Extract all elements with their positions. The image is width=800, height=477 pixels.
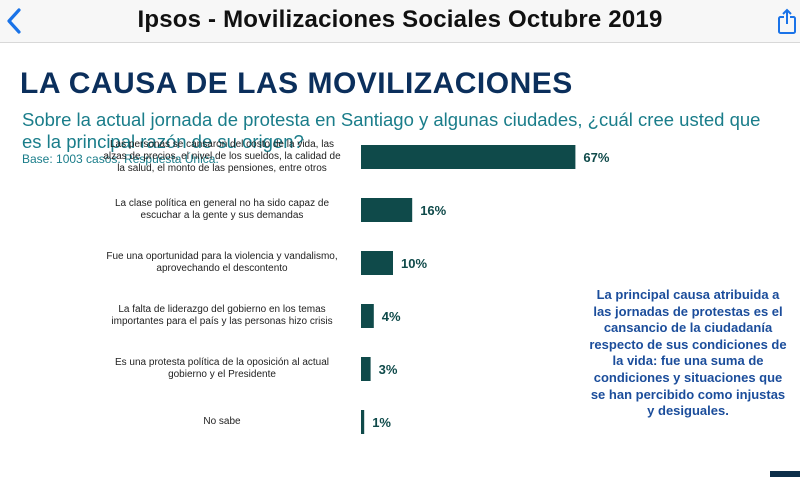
value-label-1: 67% xyxy=(583,150,609,165)
category-label-5: Es una protesta política de la oposición… xyxy=(88,357,356,381)
category-label-2: La clase política en general no ha sido … xyxy=(88,198,356,222)
nav-bar: Ipsos - Movilizaciones Sociales Octubre … xyxy=(0,0,800,43)
value-label-6: 1% xyxy=(372,415,391,430)
value-label-4: 4% xyxy=(382,309,401,324)
bar-3 xyxy=(361,251,393,275)
corner-mark xyxy=(770,471,800,477)
bar-2 xyxy=(361,198,413,222)
category-label-line: importantes para el país y las personas … xyxy=(111,316,333,327)
category-label-line: Es una protesta política de la oposición… xyxy=(114,357,330,368)
bar-chart: 67% 16% 10% 4% 3% 1% Las personas se cansaron… xyxy=(0,43,800,477)
callout-text: La principal causa atribuida a las jorna… xyxy=(589,287,787,419)
slide: LA CAUSA DE LAS MOVILIZACIONES Sobre la … xyxy=(0,43,800,477)
bar-6 xyxy=(361,410,365,434)
category-label-6: No sabe xyxy=(88,416,356,428)
value-label-3: 10% xyxy=(401,256,427,271)
nav-title: Ipsos - Movilizaciones Sociales Octubre … xyxy=(137,6,663,33)
bar-1 xyxy=(361,145,576,169)
category-label-line: alzas de precios, el nivel de los sueldo… xyxy=(103,151,341,162)
value-label-5: 3% xyxy=(379,362,398,377)
category-label-line: La clase política en general no ha sido … xyxy=(114,198,330,209)
bar-4 xyxy=(361,304,374,328)
category-label-line: Las personas se cansaron del costo de la… xyxy=(109,139,335,150)
chevron-left-icon[interactable] xyxy=(4,6,24,36)
category-label-line: escuchar a la gente y sus demandas xyxy=(140,210,304,221)
category-label-line: No sabe xyxy=(203,416,241,427)
category-label-3: Fue una oportunidad para la violencia y … xyxy=(88,251,356,275)
slide-title: LA CAUSA DE LAS MOVILIZACIONES xyxy=(20,67,573,100)
share-icon[interactable] xyxy=(776,7,798,35)
category-label-line: Fue una oportunidad para la violencia y … xyxy=(106,251,338,262)
bar-5 xyxy=(361,357,371,381)
category-label-line: gobierno y el Presidente xyxy=(168,369,276,380)
category-label-1: Las personas se cansaron del costo de la… xyxy=(88,139,356,175)
category-label-line: aprovechando el descontento xyxy=(156,263,288,274)
category-label-line: La falta de liderazgo del gobierno en lo… xyxy=(118,304,326,315)
survey-question: Sobre la actual jornada de protesta en S… xyxy=(22,109,761,152)
bar-chart-svg: 67% 16% 10% 4% 3% 1% xyxy=(361,145,610,434)
value-label-2: 16% xyxy=(420,203,446,218)
category-label-line: la salud, el monto de las pensiones, ent… xyxy=(117,163,327,174)
category-label-4: La falta de liderazgo del gobierno en lo… xyxy=(88,304,356,328)
base-note: Base: 1003 casos. Respuesta Única. xyxy=(22,152,219,166)
